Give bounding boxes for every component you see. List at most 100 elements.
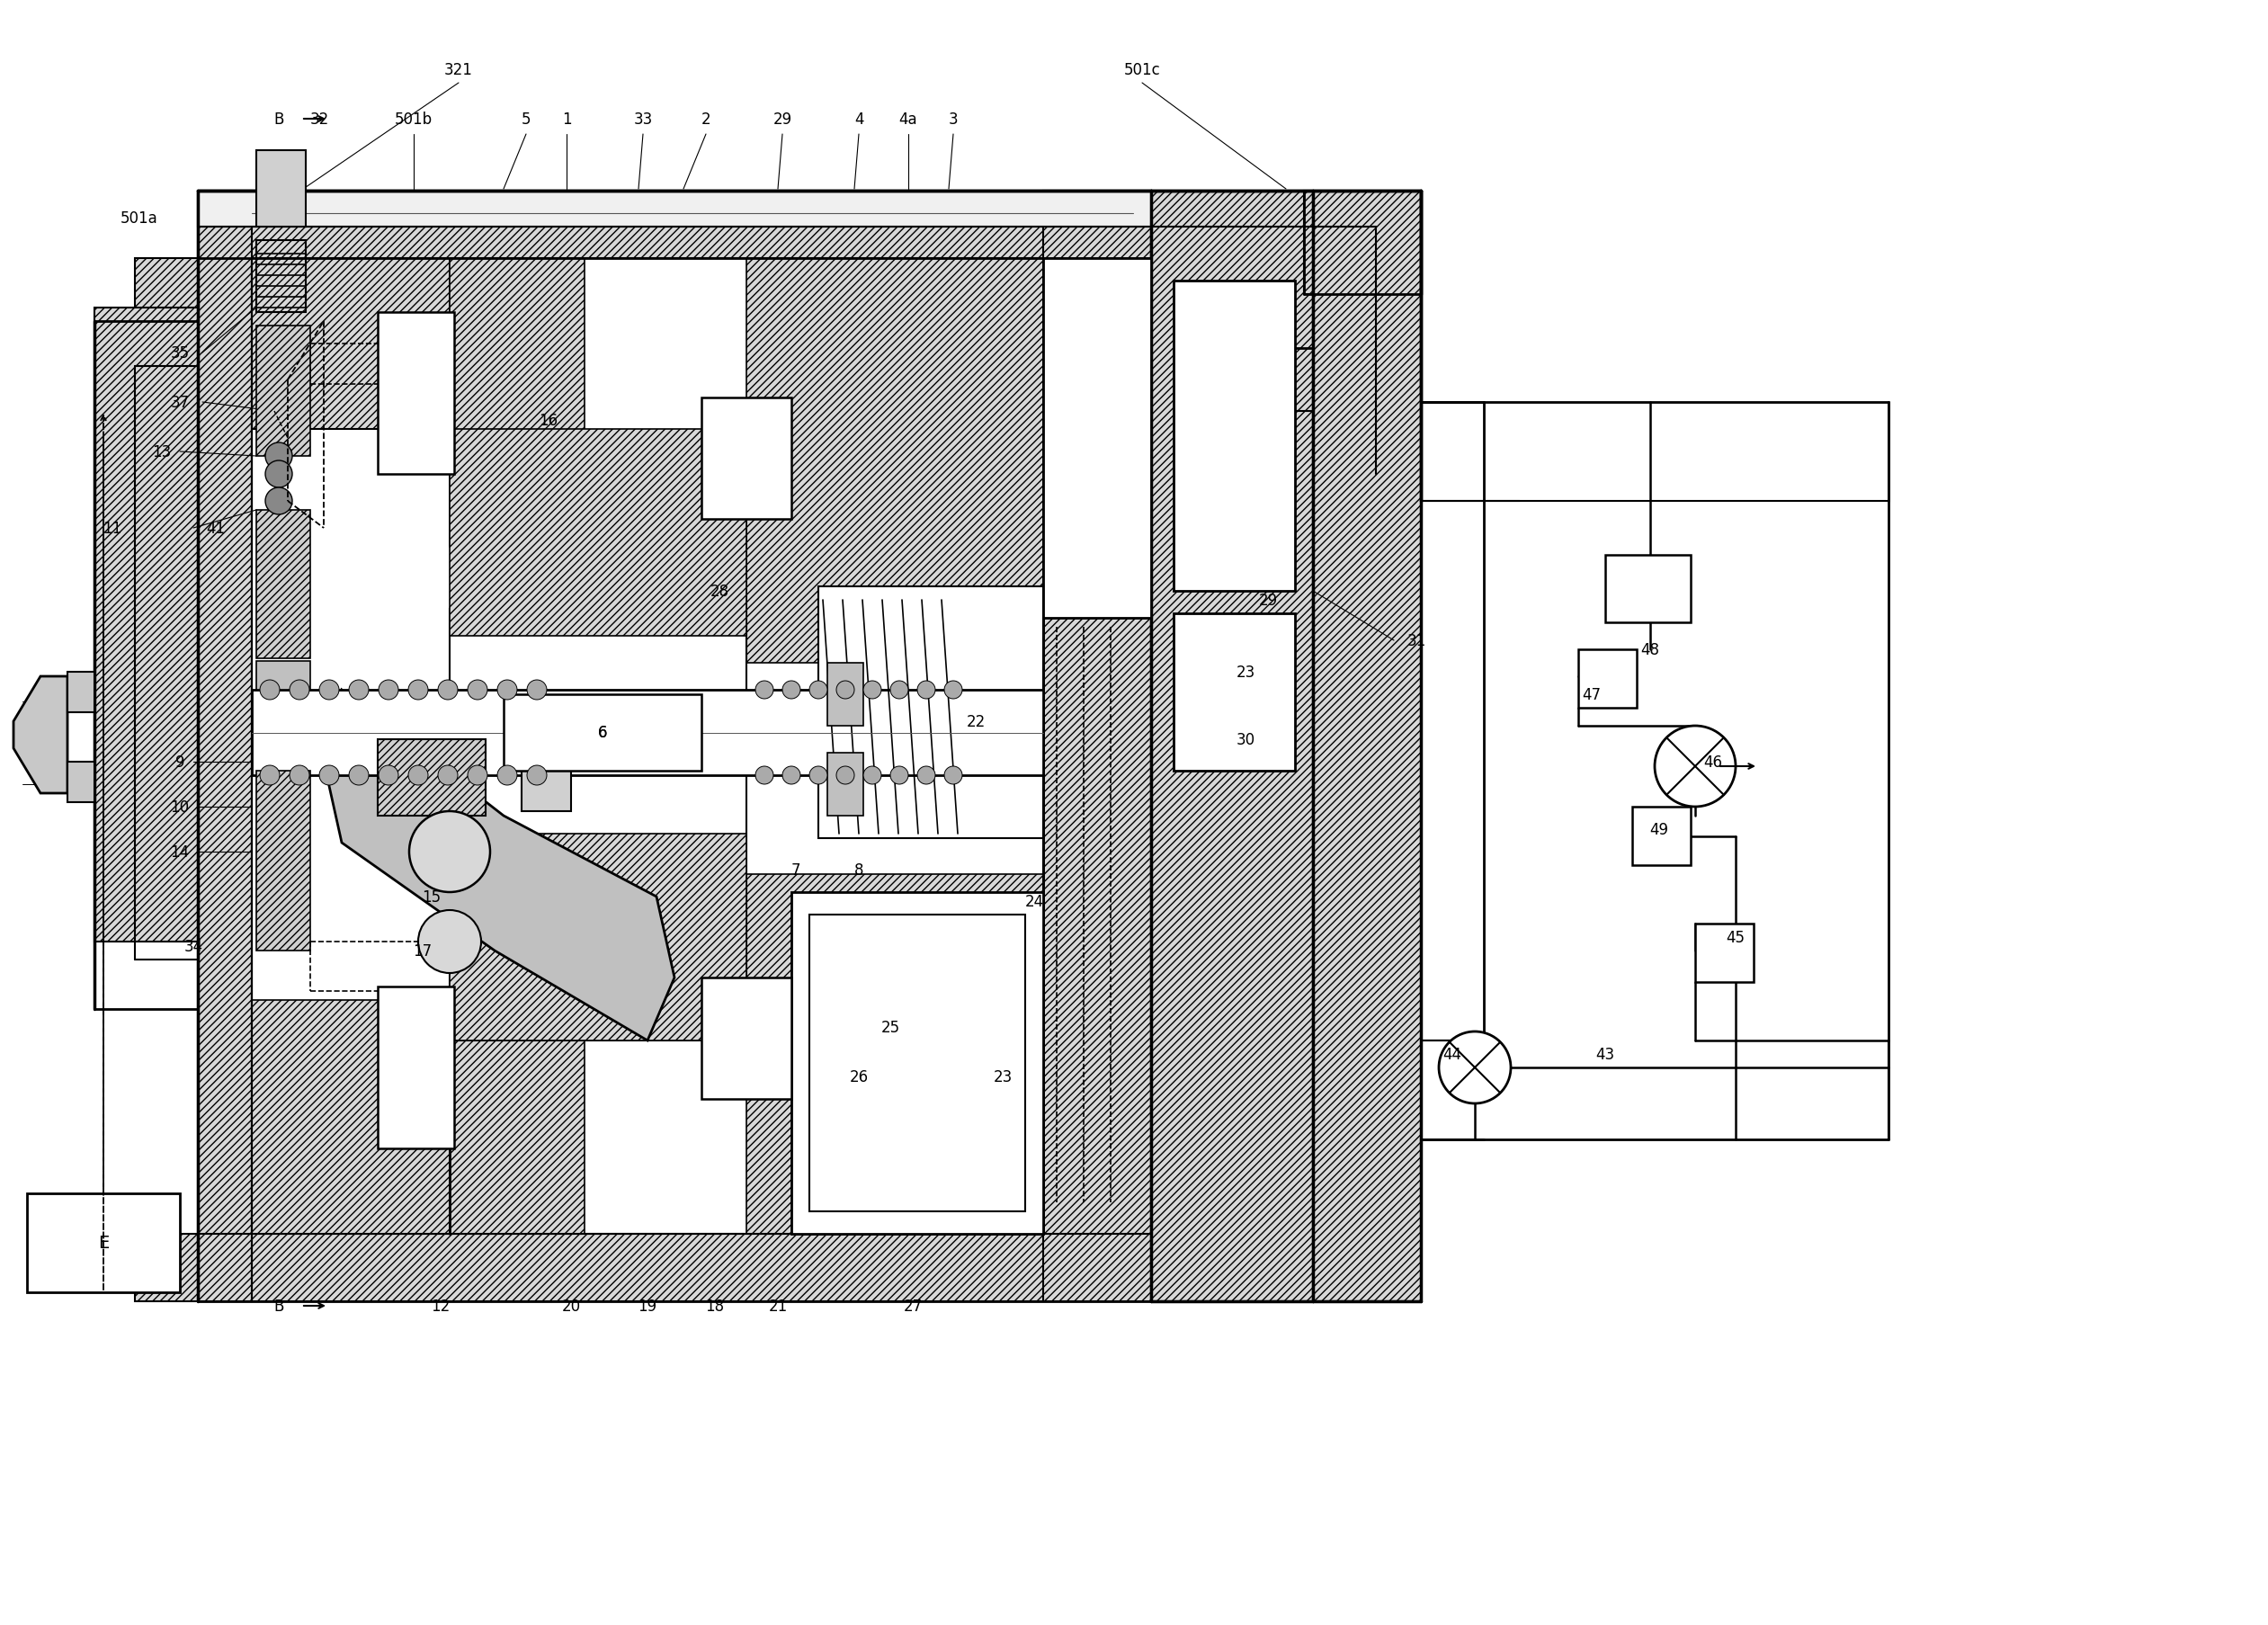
Circle shape	[837, 767, 855, 785]
Text: 23: 23	[1236, 665, 1254, 681]
Circle shape	[290, 681, 308, 700]
Text: 14: 14	[170, 843, 188, 860]
Bar	[197, 192, 1152, 228]
Circle shape	[837, 681, 855, 699]
Bar	[828, 663, 864, 726]
Bar	[256, 661, 311, 691]
Text: 27: 27	[903, 1298, 923, 1315]
Circle shape	[265, 461, 293, 488]
Circle shape	[755, 681, 773, 699]
Text: 43: 43	[1597, 1046, 1615, 1063]
Bar	[522, 744, 572, 811]
Circle shape	[810, 681, 828, 699]
Text: 11: 11	[102, 520, 122, 536]
Text: 501b: 501b	[395, 112, 433, 128]
Bar	[449, 429, 746, 637]
Circle shape	[916, 767, 934, 785]
Bar	[1633, 808, 1690, 866]
Text: 501a: 501a	[120, 210, 159, 226]
Text: 48: 48	[1640, 642, 1660, 658]
Circle shape	[526, 681, 547, 700]
Circle shape	[864, 767, 882, 785]
Bar	[819, 587, 1043, 838]
Circle shape	[943, 681, 962, 699]
Circle shape	[408, 811, 490, 892]
Text: 1: 1	[562, 112, 572, 128]
Text: B: B	[274, 112, 284, 128]
Circle shape	[408, 681, 429, 700]
Circle shape	[782, 767, 801, 785]
Circle shape	[265, 488, 293, 515]
Bar	[256, 327, 311, 457]
Text: 33: 33	[633, 112, 653, 128]
Text: 6: 6	[599, 725, 608, 741]
Circle shape	[755, 767, 773, 785]
Bar	[197, 192, 1152, 258]
Text: 13: 13	[152, 444, 172, 460]
Circle shape	[864, 681, 882, 699]
Text: 5: 5	[522, 112, 531, 128]
Circle shape	[379, 765, 399, 785]
Text: 29: 29	[773, 112, 792, 128]
Text: 3: 3	[948, 112, 957, 128]
Circle shape	[417, 910, 481, 973]
Circle shape	[891, 681, 907, 699]
Bar	[701, 978, 792, 1098]
Bar	[1313, 192, 1420, 1302]
Text: 37: 37	[170, 395, 188, 411]
Bar	[449, 834, 746, 1040]
Circle shape	[497, 681, 517, 700]
Bar	[810, 915, 1025, 1212]
Bar	[95, 309, 197, 942]
Bar	[828, 752, 864, 816]
Text: 2: 2	[701, 112, 710, 128]
Text: 26: 26	[848, 1069, 869, 1086]
Bar	[134, 1233, 197, 1302]
Bar	[1043, 192, 1152, 1302]
Text: 20: 20	[562, 1298, 581, 1315]
Bar	[746, 258, 1043, 663]
Bar	[379, 312, 454, 474]
Circle shape	[526, 765, 547, 785]
Bar	[449, 258, 585, 457]
Text: 7: 7	[792, 861, 801, 878]
Text: 31: 31	[1406, 632, 1427, 648]
Bar	[256, 151, 306, 228]
Text: 22: 22	[966, 713, 984, 730]
Text: 30: 30	[1236, 731, 1254, 748]
Bar	[256, 240, 306, 312]
Text: 46: 46	[1703, 754, 1724, 770]
Text: 24: 24	[1025, 894, 1043, 910]
Bar	[1579, 650, 1637, 708]
Circle shape	[349, 765, 370, 785]
Text: 41: 41	[206, 520, 225, 536]
Text: 501c: 501c	[1123, 62, 1161, 78]
Text: 21: 21	[769, 1298, 787, 1315]
Text: 16: 16	[540, 413, 558, 429]
Circle shape	[467, 681, 488, 700]
Text: 15: 15	[422, 889, 442, 905]
Text: 17: 17	[413, 942, 433, 959]
Circle shape	[891, 767, 907, 785]
Circle shape	[467, 765, 488, 785]
Polygon shape	[14, 676, 68, 793]
Bar	[449, 1019, 585, 1233]
Text: 25: 25	[880, 1019, 900, 1035]
Text: 8: 8	[855, 861, 864, 878]
Bar	[197, 1233, 1152, 1302]
Text: 12: 12	[431, 1298, 451, 1315]
Bar	[252, 258, 449, 429]
Circle shape	[265, 444, 293, 470]
Bar	[1043, 258, 1152, 619]
Text: 4: 4	[855, 112, 864, 128]
Bar	[746, 874, 1043, 1233]
Bar	[503, 695, 701, 772]
Text: 4a: 4a	[898, 112, 919, 128]
Bar	[792, 892, 1043, 1233]
Text: 29: 29	[1259, 591, 1277, 608]
Circle shape	[290, 765, 308, 785]
Bar	[256, 772, 311, 951]
Bar	[256, 510, 311, 658]
Text: 44: 44	[1442, 1046, 1463, 1063]
Circle shape	[349, 681, 370, 700]
